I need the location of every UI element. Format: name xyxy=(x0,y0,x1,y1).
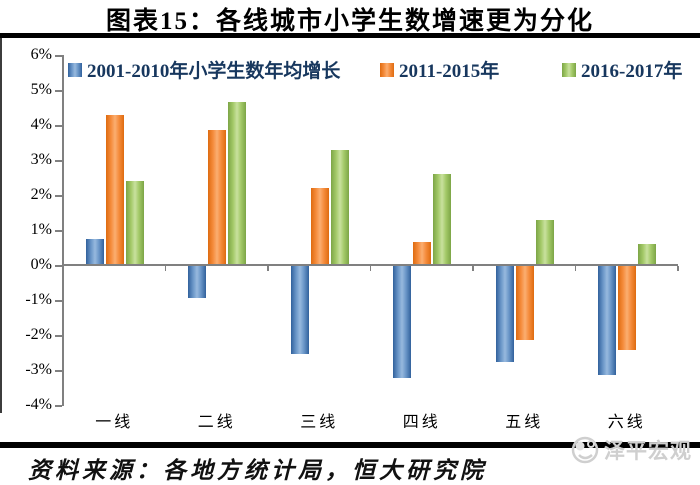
bar xyxy=(598,266,616,375)
y-axis-tick xyxy=(55,405,62,407)
y-axis-tick xyxy=(55,90,62,92)
y-axis-label: 2% xyxy=(30,186,52,203)
x-axis-label: 四线 xyxy=(402,414,441,431)
bar xyxy=(618,266,636,350)
legend-label: 2001-2010年小学生数年均增长 xyxy=(87,61,341,82)
footer-divider-rule xyxy=(0,442,700,448)
y-axis-label: 6% xyxy=(30,46,52,63)
y-axis-label: -1% xyxy=(25,291,52,308)
x-axis-tick xyxy=(369,266,371,271)
source-note: 资料来源：各地方统计局，恒大研究院 xyxy=(28,458,487,483)
y-axis-label: 0% xyxy=(30,256,52,273)
y-axis-tick xyxy=(55,230,62,232)
y-axis-tick xyxy=(55,370,62,372)
legend-swatch xyxy=(380,62,394,77)
legend-swatch xyxy=(562,62,576,77)
chart-title: 图表15：各线城市小学生数增速更为分化 xyxy=(105,8,594,35)
bar xyxy=(85,238,104,265)
bar xyxy=(208,130,226,265)
legend-item: 2001-2010年小学生数年均增长 xyxy=(68,56,340,83)
bar xyxy=(393,266,411,378)
x-axis-tick xyxy=(472,266,474,271)
y-axis-label: -3% xyxy=(25,361,52,378)
y-axis-label: 4% xyxy=(30,116,52,133)
legend-swatch xyxy=(68,62,82,77)
chart-legend: 2001-2010年小学生数年均增长 2011-2015年 2016-2017年 xyxy=(0,56,700,82)
y-axis-tick xyxy=(55,335,62,337)
y-axis-label: 5% xyxy=(30,81,52,98)
y-axis-label: -2% xyxy=(25,326,52,343)
bar xyxy=(433,174,451,265)
bar xyxy=(515,266,534,340)
watermark-text: 泽平宏观 xyxy=(604,439,692,463)
bar xyxy=(228,102,246,265)
x-axis-label: 六线 xyxy=(607,414,646,431)
legend-label: 2011-2015年 xyxy=(399,61,500,82)
x-axis-tick xyxy=(164,266,166,271)
y-axis-tick xyxy=(55,300,62,302)
x-axis-label: 二线 xyxy=(197,414,236,431)
x-axis-label: 一线 xyxy=(95,414,134,431)
bar xyxy=(330,149,349,265)
legend-item: 2011-2015年 xyxy=(380,56,499,83)
x-axis-label: 五线 xyxy=(505,414,544,431)
bar xyxy=(310,188,329,265)
y-axis-tick xyxy=(55,160,62,162)
zeping-logo-icon xyxy=(570,435,602,465)
y-axis-tick xyxy=(55,265,62,267)
bar xyxy=(105,114,124,265)
bar xyxy=(413,242,431,265)
bar xyxy=(638,244,656,265)
legend-item: 2016-2017年 xyxy=(562,56,682,83)
bar xyxy=(290,266,309,354)
bar xyxy=(188,266,206,298)
chart-left-border xyxy=(0,38,2,413)
x-axis-label: 三线 xyxy=(300,414,339,431)
x-axis-tick xyxy=(677,266,679,271)
x-axis-tick xyxy=(267,266,269,271)
bar xyxy=(535,219,554,265)
title-divider-rule xyxy=(0,33,700,38)
y-axis-tick xyxy=(55,125,62,127)
y-axis-label: -4% xyxy=(25,396,52,413)
legend-label: 2016-2017年 xyxy=(581,61,683,82)
y-axis-tick xyxy=(55,55,62,57)
y-axis-tick xyxy=(55,195,62,197)
y-axis-line xyxy=(62,55,64,406)
x-axis-tick xyxy=(574,266,576,271)
watermark: 泽平宏观 xyxy=(570,435,692,465)
y-axis-label: 1% xyxy=(30,221,52,238)
bar xyxy=(125,181,144,265)
y-axis-label: 3% xyxy=(30,151,52,168)
bar xyxy=(495,266,514,363)
x-axis-zero-line xyxy=(62,264,678,266)
